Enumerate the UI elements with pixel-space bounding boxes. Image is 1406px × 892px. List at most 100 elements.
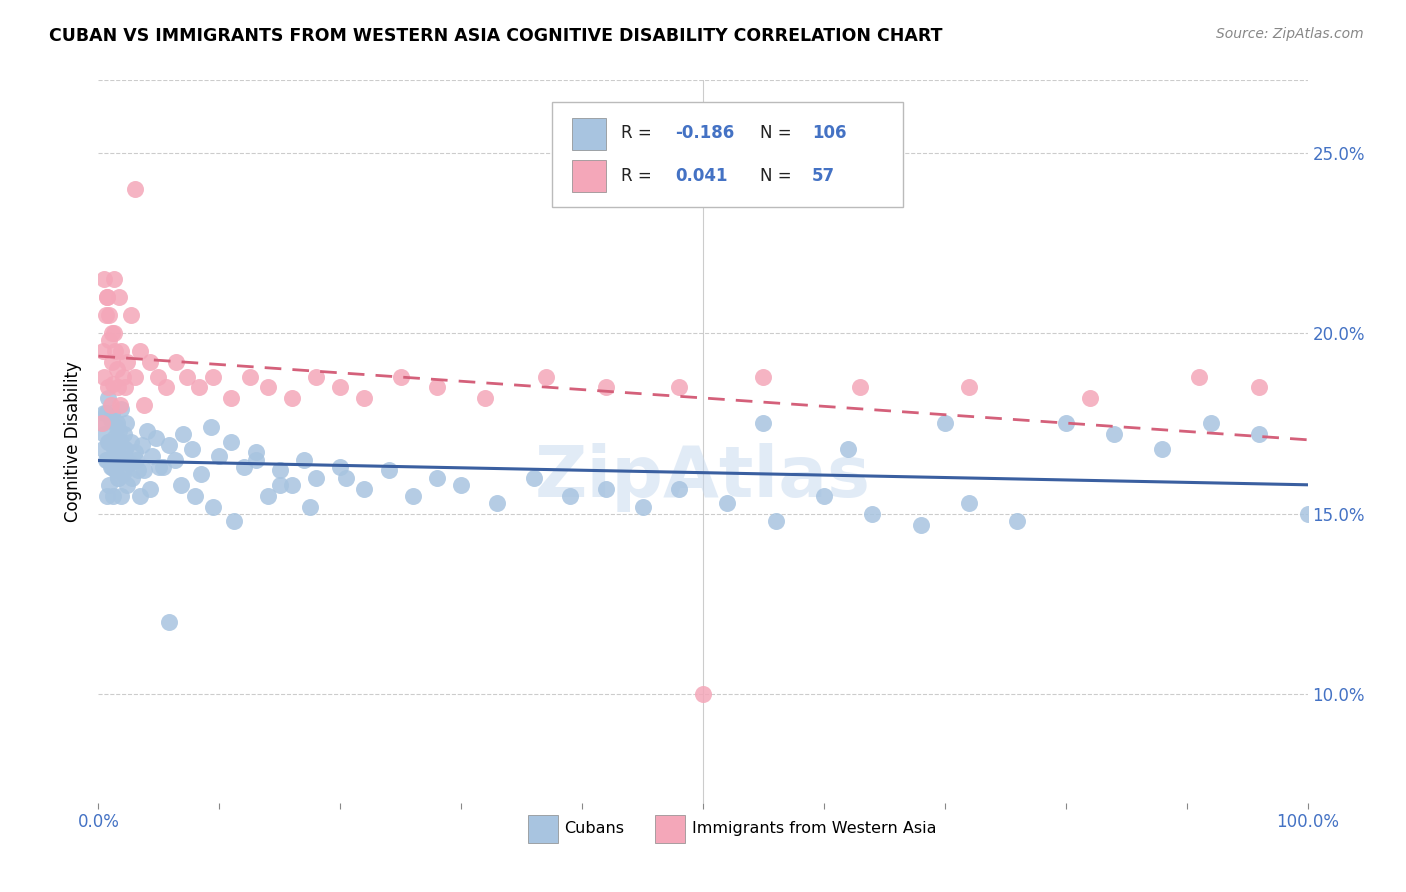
Point <box>165 355 187 369</box>
Point <box>145 431 167 445</box>
Text: 106: 106 <box>811 124 846 142</box>
Point <box>957 496 980 510</box>
Point <box>176 369 198 384</box>
Point <box>105 362 128 376</box>
Text: 57: 57 <box>811 167 835 185</box>
Text: R =: R = <box>621 167 657 185</box>
Point <box>221 434 243 449</box>
Point <box>103 326 125 341</box>
Point <box>837 442 859 456</box>
Point <box>131 438 153 452</box>
Point <box>860 507 883 521</box>
Point <box>148 459 170 474</box>
Point <box>124 369 146 384</box>
Text: Cubans: Cubans <box>564 822 624 837</box>
Point <box>631 500 654 514</box>
Point <box>1078 391 1101 405</box>
Point <box>190 467 212 481</box>
Point <box>104 445 127 459</box>
Point <box>595 482 617 496</box>
Point <box>305 369 328 384</box>
Point <box>329 380 352 394</box>
Point <box>208 449 231 463</box>
Point <box>256 380 278 394</box>
Text: CUBAN VS IMMIGRANTS FROM WESTERN ASIA COGNITIVE DISABILITY CORRELATION CHART: CUBAN VS IMMIGRANTS FROM WESTERN ASIA CO… <box>49 27 942 45</box>
Point <box>595 380 617 394</box>
Point <box>93 406 115 420</box>
Point <box>118 456 141 470</box>
Text: -0.186: -0.186 <box>675 124 734 142</box>
Point <box>100 459 122 474</box>
Point <box>100 413 122 427</box>
Point <box>108 434 131 449</box>
Point <box>117 355 139 369</box>
FancyBboxPatch shape <box>551 102 903 207</box>
Point <box>114 442 136 456</box>
Point <box>245 445 267 459</box>
Point <box>426 380 449 394</box>
Point <box>101 438 124 452</box>
Point <box>305 471 328 485</box>
Point <box>474 391 496 405</box>
Point <box>104 344 127 359</box>
Point <box>299 500 322 514</box>
Point <box>108 398 131 412</box>
FancyBboxPatch shape <box>527 815 558 843</box>
Point <box>523 471 546 485</box>
Point <box>127 463 149 477</box>
Point <box>849 380 872 394</box>
Y-axis label: Cognitive Disability: Cognitive Disability <box>65 361 83 522</box>
Point <box>716 496 738 510</box>
Point <box>93 369 115 384</box>
Point <box>139 482 162 496</box>
Point <box>91 442 114 456</box>
Point <box>377 463 399 477</box>
Point <box>93 272 115 286</box>
Point <box>94 452 117 467</box>
Point <box>813 489 835 503</box>
Point <box>120 308 142 322</box>
Point <box>1102 427 1125 442</box>
Point <box>157 438 180 452</box>
Point <box>98 478 121 492</box>
Point <box>752 417 775 431</box>
Text: ZipAtlas: ZipAtlas <box>536 443 870 512</box>
Point <box>222 514 245 528</box>
Point <box>180 442 202 456</box>
Point <box>910 517 932 532</box>
Point <box>221 391 243 405</box>
Point <box>668 482 690 496</box>
Point <box>108 424 131 438</box>
Point <box>292 452 315 467</box>
Point <box>169 478 191 492</box>
Point <box>141 449 163 463</box>
Point <box>120 434 142 449</box>
Point <box>128 489 150 503</box>
Point <box>112 427 135 442</box>
Point <box>94 308 117 322</box>
Point <box>934 417 956 431</box>
Point <box>107 471 129 485</box>
Point <box>558 489 581 503</box>
Point <box>98 308 121 322</box>
Point <box>110 402 132 417</box>
Point <box>125 452 148 467</box>
Point <box>1199 417 1222 431</box>
Point <box>202 369 225 384</box>
Point <box>100 459 122 474</box>
Point <box>426 471 449 485</box>
Point <box>107 380 129 394</box>
Point <box>96 489 118 503</box>
Point <box>108 290 131 304</box>
Point <box>103 442 125 456</box>
Point <box>111 369 134 384</box>
Point <box>101 489 124 503</box>
Point <box>163 452 186 467</box>
Point <box>100 406 122 420</box>
Point <box>765 514 787 528</box>
Point <box>692 687 714 701</box>
Point <box>97 434 120 449</box>
Text: 0.041: 0.041 <box>675 167 728 185</box>
Point <box>1188 369 1211 384</box>
Point <box>118 456 141 470</box>
